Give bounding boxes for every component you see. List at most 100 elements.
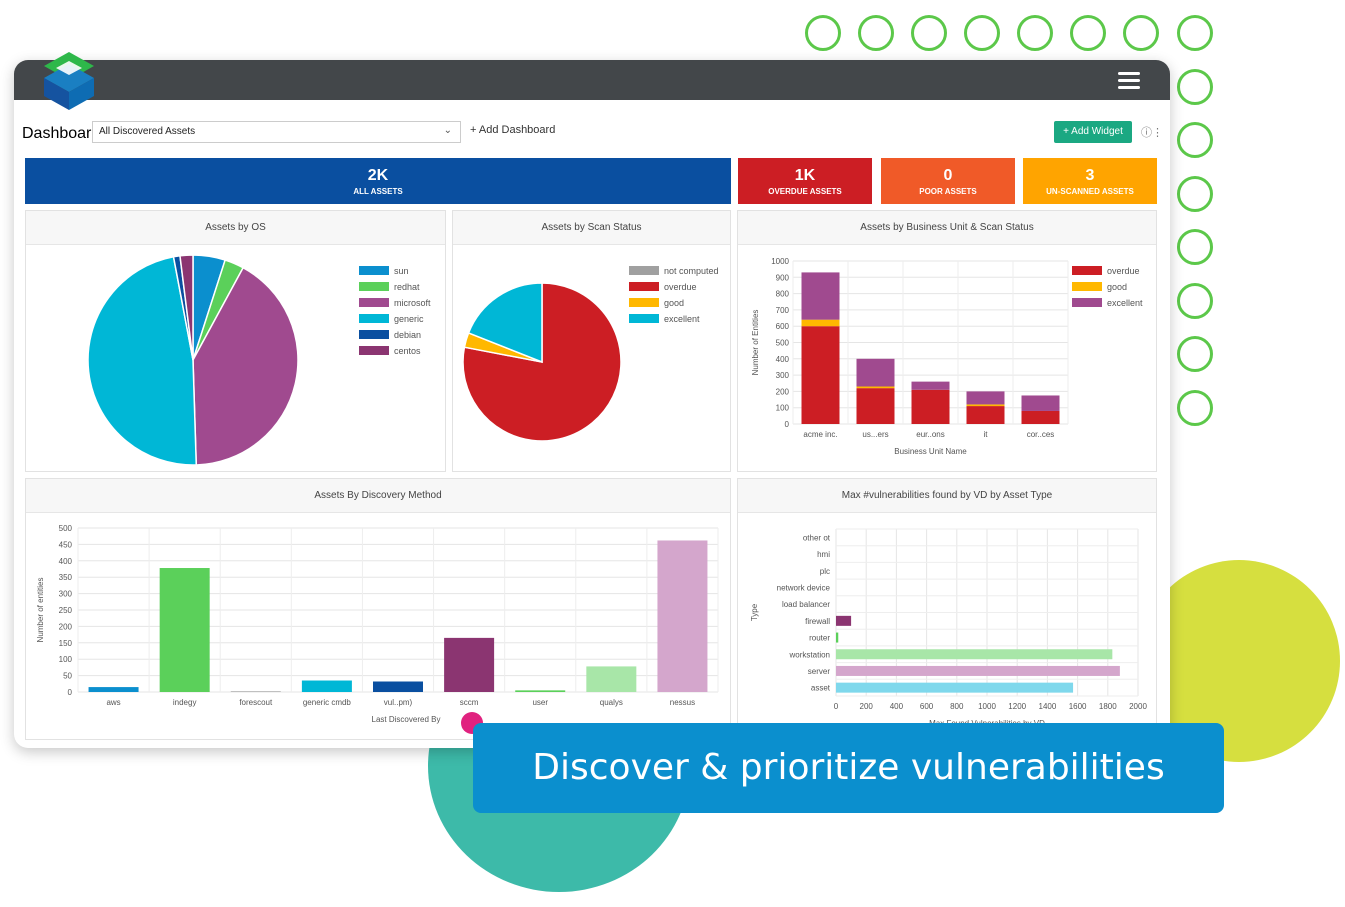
decorative-ring [1177, 229, 1213, 265]
hbar-firewall [836, 615, 852, 626]
kpi-poor-assets[interactable]: 0 POOR ASSETS [881, 158, 1015, 204]
legend-swatch [629, 266, 659, 275]
decorative-ring [805, 15, 841, 51]
y-tick-label: network device [777, 583, 831, 592]
pie-slice-centos [179, 254, 194, 361]
x-tick-label: sccm [460, 698, 479, 707]
x-tick-label: acme inc. [803, 430, 837, 439]
y-tick-label: 0 [68, 688, 73, 697]
x-tick-label: eur..ons [916, 430, 944, 439]
bar-sccm [444, 637, 495, 692]
pie-slice-microsoft [192, 266, 299, 466]
kpi-value: 0 [943, 167, 953, 184]
bar-segment-excellent [801, 272, 840, 320]
hbar-router [836, 632, 839, 643]
decorative-ring [1177, 389, 1213, 426]
x-axis-label: Business Unit Name [894, 447, 967, 456]
x-tick-label: 1200 [1008, 702, 1026, 711]
pie-chart-os: sun redhat microsoft generic debian centos [87, 254, 431, 466]
dashboard-select[interactable]: All Discovered Assets ⌄ [92, 121, 461, 143]
decorative-ring [858, 15, 894, 51]
panel-assets-by-os: Assets by OS sun redhat microsoft generic de… [25, 210, 446, 472]
kpi-overdue-assets[interactable]: 1K OVERDUE ASSETS [738, 158, 872, 204]
y-tick-label: 450 [59, 540, 73, 549]
legend-swatch [359, 314, 389, 323]
hamburger-icon[interactable] [1118, 72, 1140, 90]
y-tick-label: 100 [776, 404, 790, 413]
kpi-value: 1K [794, 167, 816, 184]
y-tick-label: router [809, 634, 830, 643]
y-tick-label: hmi [817, 550, 830, 559]
hbar-chart-vulnerabilities: 0 200 400 600 800 1000 1200 1400 1600 1800 2000 oth… [750, 528, 1147, 728]
y-tick-label: 350 [59, 573, 73, 582]
bar-segment-overdue [801, 326, 840, 424]
bar-forescout [230, 691, 281, 692]
panel-title: Assets by OS [26, 211, 445, 245]
legend-label: excellent [664, 314, 700, 324]
top-bar [14, 60, 1170, 100]
y-tick-label: asset [811, 684, 831, 693]
kpi-all-assets[interactable]: 2K ALL ASSETS [25, 158, 731, 204]
legend-label: excellent [1107, 298, 1143, 308]
decorative-ring [1177, 68, 1213, 105]
y-tick-label: firewall [805, 617, 830, 626]
legend-label: overdue [1107, 266, 1140, 276]
legend-label: microsoft [394, 298, 431, 308]
dashboard-label: Dashboard: [22, 125, 105, 142]
app-window: Dashboard: All Discovered Assets ⌄ + Add… [14, 60, 1170, 748]
x-tick-label: 2000 [1129, 702, 1147, 711]
legend-swatch [359, 330, 389, 339]
legend-swatch [629, 282, 659, 291]
decorative-ring [964, 15, 1000, 51]
bar-chart-discovery-method: 0 50 100 150 200 250 300 350 400 450 500 aws indegy f… [36, 524, 719, 724]
kpi-unscanned-assets[interactable]: 3 UN-SCANNED ASSETS [1023, 158, 1157, 204]
x-tick-label: cor..ces [1027, 430, 1055, 439]
y-tick-label: plc [820, 567, 830, 576]
bar-segment-overdue [966, 406, 1005, 424]
bar-segment-overdue [856, 388, 895, 424]
y-tick-label: 600 [776, 322, 790, 331]
y-tick-label: 0 [785, 420, 790, 429]
bar-indegy [159, 568, 210, 692]
legend-label: sun [394, 266, 409, 276]
bar-user [515, 690, 566, 692]
panel-max-vulnerabilities: Max #vulnerabilities found by VD by Asse… [737, 478, 1157, 740]
y-axis-label: Type [750, 603, 759, 621]
kpi-value: 2K [367, 167, 389, 184]
x-axis-label: Last Discovered By [372, 715, 441, 724]
x-tick-label: user [532, 698, 548, 707]
legend-swatch [1072, 298, 1102, 307]
legend-label: redhat [394, 282, 420, 292]
y-tick-label: 900 [776, 273, 790, 282]
bar-nessus [657, 540, 708, 692]
y-tick-label: 300 [776, 371, 790, 380]
kpi-label: UN-SCANNED ASSETS [1046, 187, 1134, 196]
panel-title: Max #vulnerabilities found by VD by Asse… [738, 479, 1156, 513]
panel-title: Assets by Business Unit & Scan Status [738, 211, 1156, 245]
kpi-label: ALL ASSETS [353, 187, 403, 196]
legend-swatch [1072, 282, 1102, 291]
x-tick-label: it [984, 430, 989, 439]
x-tick-label: vul..pm) [384, 698, 413, 707]
add-dashboard-button[interactable]: + Add Dashboard [470, 124, 556, 136]
add-widget-button[interactable]: + Add Widget [1054, 121, 1132, 143]
company-logo [44, 52, 94, 110]
stacked-bar-chart-business-unit: 0 100 200 300 400 500 600 700 800 900 1000 acme inc… [751, 257, 1143, 456]
y-tick-label: 400 [59, 557, 73, 566]
decorative-ring [1177, 122, 1213, 158]
y-tick-label: other ot [803, 533, 831, 542]
decorative-ring [1177, 15, 1213, 51]
panel-title: Assets by Scan Status [453, 211, 730, 245]
x-tick-label: qualys [600, 698, 623, 707]
kpi-label: OVERDUE ASSETS [768, 187, 842, 196]
bar-segment-good [966, 404, 1005, 407]
y-tick-label: 250 [59, 606, 73, 615]
legend-swatch [1072, 266, 1102, 275]
decorative-ring [1017, 15, 1053, 51]
decorative-ring [1177, 175, 1213, 212]
bar-segment-excellent [856, 358, 895, 387]
bar-segment-excellent [911, 381, 950, 390]
info-icon[interactable]: ⓘ⋮ [1141, 127, 1163, 139]
x-tick-label: 0 [834, 702, 839, 711]
